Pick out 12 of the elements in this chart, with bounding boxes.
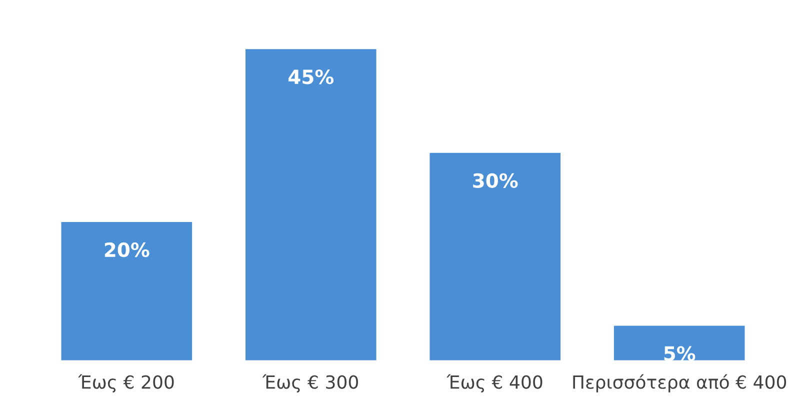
x-tick-label: Έως € 200	[78, 374, 174, 392]
x-tick-label: Περισσότερα από € 400	[573, 374, 786, 392]
data-label: 5%	[664, 346, 696, 361]
bar	[614, 326, 745, 360]
data-label: 45%	[288, 69, 334, 84]
data-label: 30%	[473, 173, 518, 188]
bar	[61, 222, 192, 360]
bar	[245, 49, 376, 360]
data-label: 20%	[104, 242, 150, 258]
x-tick-label: Έως € 300	[262, 374, 358, 392]
x-tick-label: Έως € 400	[446, 374, 542, 392]
bar	[430, 152, 561, 360]
